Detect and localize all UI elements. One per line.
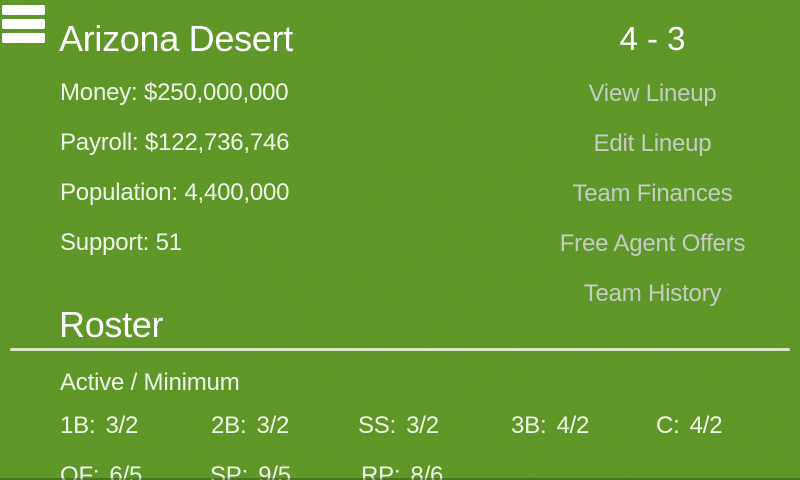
position-label: C: xyxy=(656,412,680,439)
stat-population: Population: 4,400,000 xyxy=(60,179,290,206)
roster-slot-2b: 2B: 3/2 xyxy=(211,412,290,439)
roster-slot-ss: SS: 3/2 xyxy=(358,412,439,439)
roster-slot-3b: 3B: 4/2 xyxy=(511,412,590,439)
position-count: 3/2 xyxy=(256,412,290,439)
position-count: 9/5 xyxy=(258,462,291,480)
position-count: 8/6 xyxy=(410,462,444,480)
link-view-lineup[interactable]: View Lineup xyxy=(588,80,717,107)
screen-bottom-edge xyxy=(0,478,800,480)
roster-slot-rp: RP: 8/6 xyxy=(361,462,444,480)
position-count: 6/5 xyxy=(109,462,143,480)
roster-subheading: Active / Minimum xyxy=(60,369,240,396)
link-edit-lineup[interactable]: Edit Lineup xyxy=(593,130,712,157)
position-label: RP: xyxy=(361,462,401,480)
roster-heading: Roster xyxy=(59,304,164,345)
position-count: 3/2 xyxy=(105,412,139,439)
roster-row-2: OF: 6/5 SP: 9/5 RP: 8/6 xyxy=(0,462,800,480)
position-label: SS: xyxy=(358,412,397,439)
team-name: Arizona Desert xyxy=(59,18,293,59)
roster-slot-1b: 1B: 3/2 xyxy=(60,412,139,439)
link-team-finances[interactable]: Team Finances xyxy=(572,180,733,207)
roster-row-1: 1B: 3/2 2B: 3/2 SS: 3/2 3B: 4/2 C: 4/2 xyxy=(0,412,800,443)
link-free-agent-offers[interactable]: Free Agent Offers xyxy=(559,230,746,257)
roster-slot-c: C: 4/2 xyxy=(656,412,723,439)
position-label: 3B: xyxy=(511,412,547,439)
link-team-history[interactable]: Team History xyxy=(583,280,722,307)
roster-divider xyxy=(10,348,790,351)
hamburger-menu-icon[interactable] xyxy=(2,5,45,43)
stat-money: Money: $250,000,000 xyxy=(60,79,289,106)
position-count: 4/2 xyxy=(556,412,590,439)
position-label: 1B: xyxy=(60,412,96,439)
position-label: SP: xyxy=(210,462,249,480)
roster-slot-of: OF: 6/5 xyxy=(60,462,143,480)
menu-bar xyxy=(2,5,45,15)
stat-support: Support: 51 xyxy=(60,229,182,256)
menu-bar xyxy=(2,19,45,29)
position-label: 2B: xyxy=(211,412,247,439)
stat-payroll: Payroll: $122,736,746 xyxy=(60,129,290,156)
roster-slot-sp: SP: 9/5 xyxy=(210,462,291,480)
menu-bar xyxy=(2,33,45,43)
team-record: 4 - 3 xyxy=(619,20,686,57)
position-count: 3/2 xyxy=(406,412,439,439)
position-count: 4/2 xyxy=(689,412,723,439)
position-label: OF: xyxy=(60,462,100,480)
